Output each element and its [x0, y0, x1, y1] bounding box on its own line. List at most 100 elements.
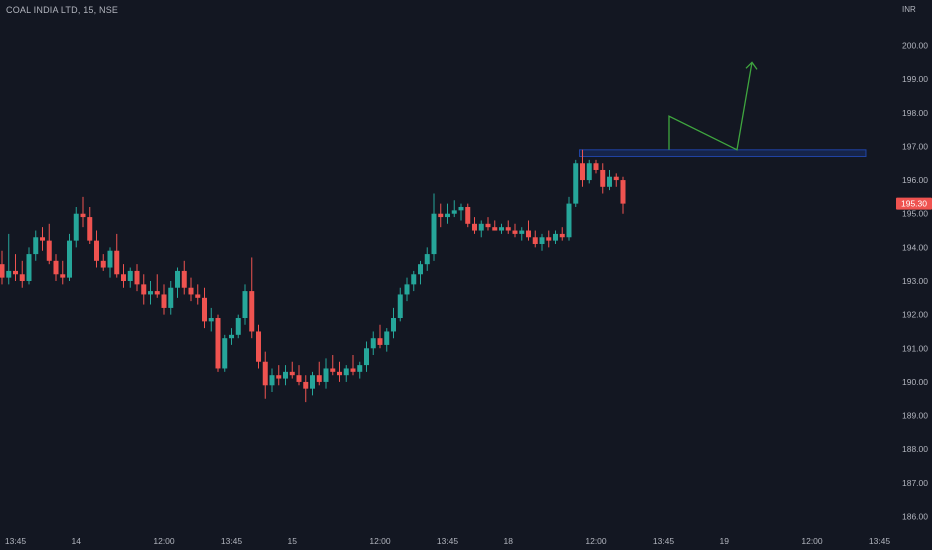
candle-body	[154, 291, 160, 295]
candle-body	[148, 291, 153, 295]
x-tick-label: 18	[504, 536, 514, 546]
candle-body	[303, 381, 309, 389]
candle-body	[357, 365, 363, 372]
candle-body	[478, 223, 484, 231]
y-tick-label: 193.00	[902, 276, 928, 286]
candle-body	[337, 371, 342, 376]
resistance-zone[interactable]	[579, 149, 867, 158]
candle-body	[458, 206, 464, 211]
candle-body	[343, 368, 349, 376]
candle-body	[539, 237, 545, 244]
y-tick-label: 196.00	[902, 175, 928, 185]
candle-body	[350, 368, 356, 372]
candle-body	[269, 375, 275, 386]
y-tick-label: 192.00	[902, 310, 928, 320]
candle-body	[195, 294, 201, 298]
arrow-head	[745, 61, 758, 70]
candle-body	[499, 227, 504, 231]
candle-body	[161, 294, 167, 308]
candle-body	[121, 274, 126, 281]
candle-body	[404, 284, 410, 295]
candle-body	[384, 331, 390, 345]
candle-body	[451, 210, 457, 214]
x-tick-label: 15	[288, 536, 298, 546]
projection-arrow[interactable]	[668, 61, 758, 151]
candle-body	[586, 163, 592, 181]
candle-body	[553, 233, 558, 241]
x-tick-label: 13:45	[5, 536, 27, 546]
x-tick-label: 12:00	[153, 536, 175, 546]
currency-label: INR	[902, 5, 916, 14]
candle-body	[141, 284, 147, 295]
y-tick-label: 186.00	[902, 512, 928, 522]
candle-body	[107, 250, 113, 268]
candle-body	[323, 368, 329, 382]
x-tick-label: 13:45	[653, 536, 675, 546]
y-tick-label: 195.00	[902, 209, 928, 219]
candle-body	[424, 254, 430, 265]
last-price-tag: 195.30	[896, 197, 932, 210]
candle-body	[208, 318, 214, 322]
candle-body	[262, 361, 268, 386]
time-axis[interactable]: 13:45 14 12:00 13:45 15 12:00 13:45 18 12:00 13:4…	[5, 536, 932, 546]
candle-body	[188, 287, 194, 295]
candle-body	[546, 237, 552, 241]
candle-body	[532, 237, 538, 244]
candle-body	[53, 260, 59, 275]
x-tick-label: 12:00	[801, 536, 823, 546]
y-tick-label: 191.00	[902, 343, 928, 353]
candle-body	[418, 264, 423, 275]
candle-body	[330, 368, 336, 372]
y-tick-label: 188.00	[902, 444, 928, 454]
x-tick-label: 13:45	[221, 536, 243, 546]
candle-body	[492, 227, 498, 231]
candle-body	[573, 163, 579, 204]
y-tick-label: 187.00	[902, 478, 928, 488]
candle-body	[566, 203, 572, 238]
candle-body	[559, 233, 565, 238]
candle-body	[438, 213, 444, 218]
candle-body	[60, 274, 66, 278]
candle-body	[40, 237, 45, 241]
candle-body	[607, 176, 612, 187]
x-tick-label: 14	[72, 536, 82, 546]
price-axis[interactable]: 186.00 187.00 188.00 189.00 190.00 191.00 192.…	[902, 41, 928, 522]
candles	[0, 149, 626, 403]
x-tick-label: 12:00	[585, 536, 607, 546]
chart-title: COAL INDIA LTD, 15, NSE	[6, 5, 119, 15]
candle-body	[46, 240, 52, 261]
resistance-zone-rect	[579, 149, 867, 158]
candle-body	[411, 274, 417, 285]
x-tick-label: 12:00	[369, 536, 391, 546]
x-tick-label: 13:45	[869, 536, 891, 546]
candle-body	[283, 371, 288, 379]
candle-body	[202, 297, 207, 322]
y-tick-label: 200.00	[902, 41, 928, 51]
candle-body	[505, 227, 511, 231]
candle-body	[316, 375, 322, 382]
candle-body	[377, 338, 383, 345]
y-tick-label: 190.00	[902, 377, 928, 387]
candle-body	[181, 270, 187, 288]
candle-body	[472, 223, 477, 231]
candle-body	[222, 338, 228, 369]
candle-body	[134, 270, 140, 285]
candle-body	[526, 230, 531, 238]
candle-body	[215, 318, 221, 369]
candle-body	[168, 287, 174, 308]
candle-body	[613, 176, 619, 181]
candle-body	[289, 371, 295, 376]
candle-body	[175, 270, 180, 288]
candle-body	[249, 291, 255, 332]
candle-body	[26, 254, 32, 281]
candle-body	[465, 206, 471, 224]
candle-body	[33, 237, 39, 255]
candle-body	[87, 217, 93, 241]
candle-body	[519, 230, 525, 234]
candle-body	[19, 274, 25, 281]
x-tick-label: 19	[720, 536, 730, 546]
y-tick-label: 189.00	[902, 411, 928, 421]
price-tag-bg	[896, 197, 932, 210]
candle-body	[512, 230, 518, 234]
